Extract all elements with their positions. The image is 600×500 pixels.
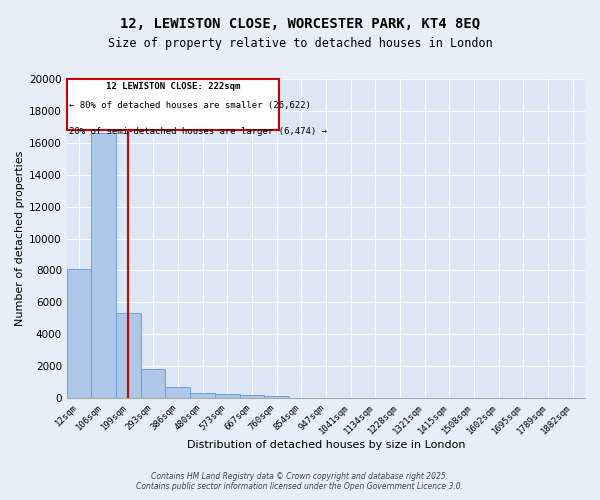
Bar — [264, 396, 289, 398]
Text: ← 80% of detached houses are smaller (26,622): ← 80% of detached houses are smaller (26… — [70, 102, 311, 110]
Text: 12, LEWISTON CLOSE, WORCESTER PARK, KT4 8EQ: 12, LEWISTON CLOSE, WORCESTER PARK, KT4 … — [120, 18, 480, 32]
X-axis label: Distribution of detached houses by size in London: Distribution of detached houses by size … — [187, 440, 465, 450]
Text: Contains HM Land Registry data © Crown copyright and database right 2025.: Contains HM Land Registry data © Crown c… — [151, 472, 449, 481]
Bar — [215, 394, 239, 398]
Text: 12 LEWISTON CLOSE: 222sqm: 12 LEWISTON CLOSE: 222sqm — [106, 82, 240, 91]
Text: Contains public sector information licensed under the Open Government Licence 3.: Contains public sector information licen… — [137, 482, 464, 491]
Text: Size of property relative to detached houses in London: Size of property relative to detached ho… — [107, 38, 493, 51]
Bar — [239, 396, 264, 398]
Bar — [116, 312, 141, 398]
Bar — [190, 393, 215, 398]
Y-axis label: Number of detached properties: Number of detached properties — [15, 151, 25, 326]
Bar — [91, 133, 116, 398]
Bar — [67, 269, 91, 398]
FancyBboxPatch shape — [67, 79, 279, 130]
Bar — [166, 387, 190, 398]
Text: 20% of semi-detached houses are larger (6,474) →: 20% of semi-detached houses are larger (… — [70, 127, 328, 136]
Bar — [141, 369, 166, 398]
